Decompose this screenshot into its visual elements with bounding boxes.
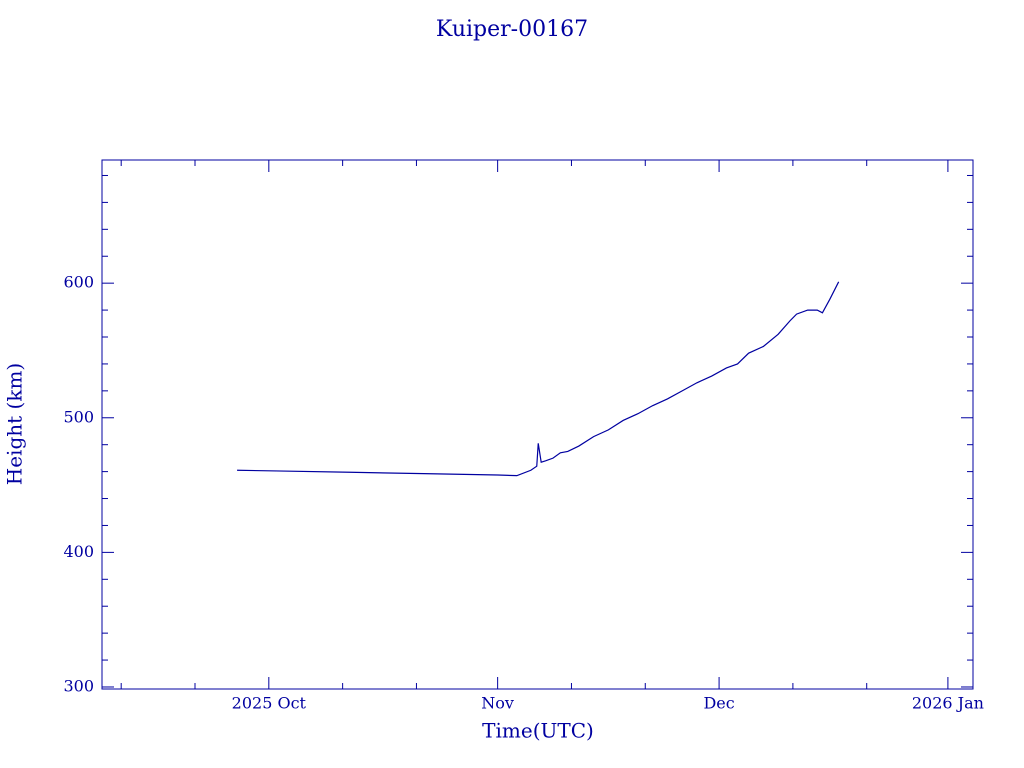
x-tick-label: 2025 Oct (232, 694, 307, 713)
y-axis-label: Height (km) (3, 363, 27, 485)
data-line (237, 281, 840, 477)
x-tick-label: 2026 Jan (912, 694, 984, 713)
plot-frame (101, 159, 974, 690)
y-tick-label: 400 (63, 542, 94, 561)
chart-title: Kuiper-00167 (436, 17, 588, 42)
y-tick-label: 600 (63, 273, 94, 292)
y-tick-label: 500 (63, 407, 94, 426)
y-tick-label: 300 (63, 676, 94, 695)
x-axis-label: Time(UTC) (482, 719, 594, 743)
x-tick-label: Dec (703, 694, 734, 713)
x-tick-label: Nov (481, 694, 514, 713)
